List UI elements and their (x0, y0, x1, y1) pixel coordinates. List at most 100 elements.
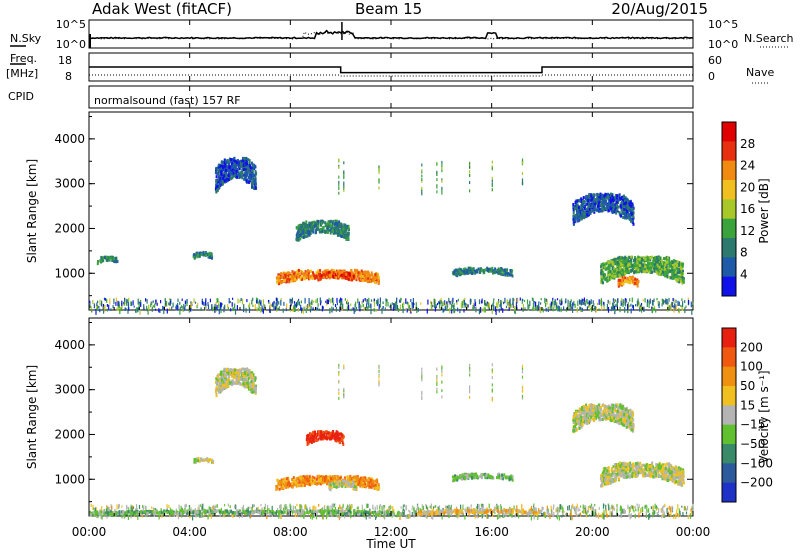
echo-cell (217, 178, 220, 182)
ground-scatter-cell (269, 307, 271, 313)
echo-cell (654, 270, 657, 273)
ground-scatter-cell (665, 298, 667, 305)
ground-scatter-cell (584, 510, 586, 514)
echo-cell (372, 278, 375, 282)
ground-scatter-cell (478, 299, 481, 305)
ground-scatter-cell (147, 309, 149, 315)
ground-scatter-cell (474, 513, 476, 516)
ground-scatter-cell (439, 304, 441, 309)
echo-cell (600, 271, 603, 275)
ground-scatter-cell (235, 504, 237, 510)
echo-cell (677, 268, 680, 272)
streak-cell (338, 166, 340, 169)
ground-scatter-cell (552, 514, 554, 518)
ground-scatter-cell (547, 306, 549, 313)
streak-cell (469, 161, 471, 165)
ground-scatter-cell (346, 301, 348, 304)
echo-cell (680, 275, 683, 279)
ground-scatter-cell (692, 507, 694, 512)
echo-cell (292, 275, 295, 279)
ground-scatter-cell (538, 301, 540, 304)
echo-cell (473, 269, 476, 273)
echo-cell (604, 207, 607, 210)
ground-scatter-cell (306, 304, 309, 309)
ground-scatter-cell (219, 513, 221, 518)
echo-cell (335, 227, 338, 231)
ground-scatter-cell (588, 300, 590, 306)
echo-cell (595, 198, 598, 202)
echo-cell (314, 276, 317, 280)
ground-scatter-cell (641, 307, 643, 313)
echo-cell (236, 159, 238, 163)
ground-scatter-cell (407, 514, 409, 519)
ground-scatter-cell (293, 305, 295, 309)
echo-cell (591, 197, 594, 201)
echo-cell (578, 213, 581, 217)
echo-cell (226, 178, 229, 181)
echo-cell (579, 207, 582, 210)
echo-cell (591, 205, 593, 208)
ground-scatter-cell (538, 305, 540, 310)
ground-scatter-cell (285, 504, 287, 510)
streak-cell (343, 161, 345, 165)
ground-scatter-cell (545, 308, 547, 312)
ground-scatter-cell (101, 514, 103, 520)
ground-scatter-cell (396, 297, 398, 304)
echo-cell (242, 164, 245, 168)
echo-cell (608, 268, 611, 272)
echo-cell (576, 211, 579, 215)
echo-cell (458, 273, 461, 277)
ground-scatter-cell (106, 304, 108, 307)
echo-cell (617, 205, 620, 209)
echo-cell (605, 207, 608, 211)
ground-scatter-cell (121, 300, 123, 305)
ground-scatter-cell (128, 297, 130, 302)
nsky-label: N.Sky (10, 32, 42, 45)
ground-scatter-cell (96, 302, 98, 306)
ground-scatter-cell (382, 301, 384, 305)
ground-scatter-cell (358, 301, 360, 305)
echo-cell (228, 178, 231, 182)
ground-scatter-cell (565, 308, 568, 312)
echo-cell (626, 207, 629, 211)
echo-cell (502, 271, 505, 275)
echo-cell (476, 268, 478, 272)
echo-cell (682, 277, 685, 280)
ground-scatter-cell (513, 298, 515, 302)
ground-scatter-cell (603, 306, 605, 310)
ground-scatter-cell (275, 306, 277, 310)
ground-scatter-cell (405, 298, 407, 304)
streak-cell (378, 186, 380, 190)
ground-scatter-cell (268, 511, 270, 517)
echo-cell (327, 224, 330, 228)
ground-scatter-cell (308, 298, 310, 304)
echo-cell (330, 275, 333, 279)
streak-cell (343, 174, 345, 178)
streak-cell (338, 183, 340, 187)
ground-scatter-cell (237, 513, 239, 516)
echo-cell (487, 269, 489, 272)
ground-scatter-cell (512, 302, 514, 306)
echo-cell (280, 281, 282, 285)
ground-scatter-cell (399, 306, 401, 310)
ground-scatter-cell (487, 302, 489, 307)
ground-scatter-cell (521, 307, 523, 310)
echo-cell (327, 275, 330, 278)
ground-scatter-cell (661, 507, 663, 513)
echo-cell (668, 267, 671, 271)
echo-cell (629, 208, 632, 212)
echo-cell (340, 228, 343, 232)
ground-scatter-cell (336, 302, 338, 306)
ground-scatter-cell (561, 515, 563, 518)
ground-scatter-cell (493, 305, 495, 311)
ground-scatter-cell (412, 305, 414, 308)
noise-ytick-top-right: 10^5 (708, 18, 738, 31)
ground-scatter-cell (616, 300, 618, 307)
echo-cell (632, 219, 634, 223)
ground-scatter-cell (684, 300, 686, 304)
echo-cell (497, 269, 500, 273)
ground-scatter-cell (417, 504, 419, 510)
ground-scatter-cell (413, 303, 415, 306)
ground-scatter-cell (637, 506, 639, 512)
ground-scatter-cell (319, 297, 321, 303)
